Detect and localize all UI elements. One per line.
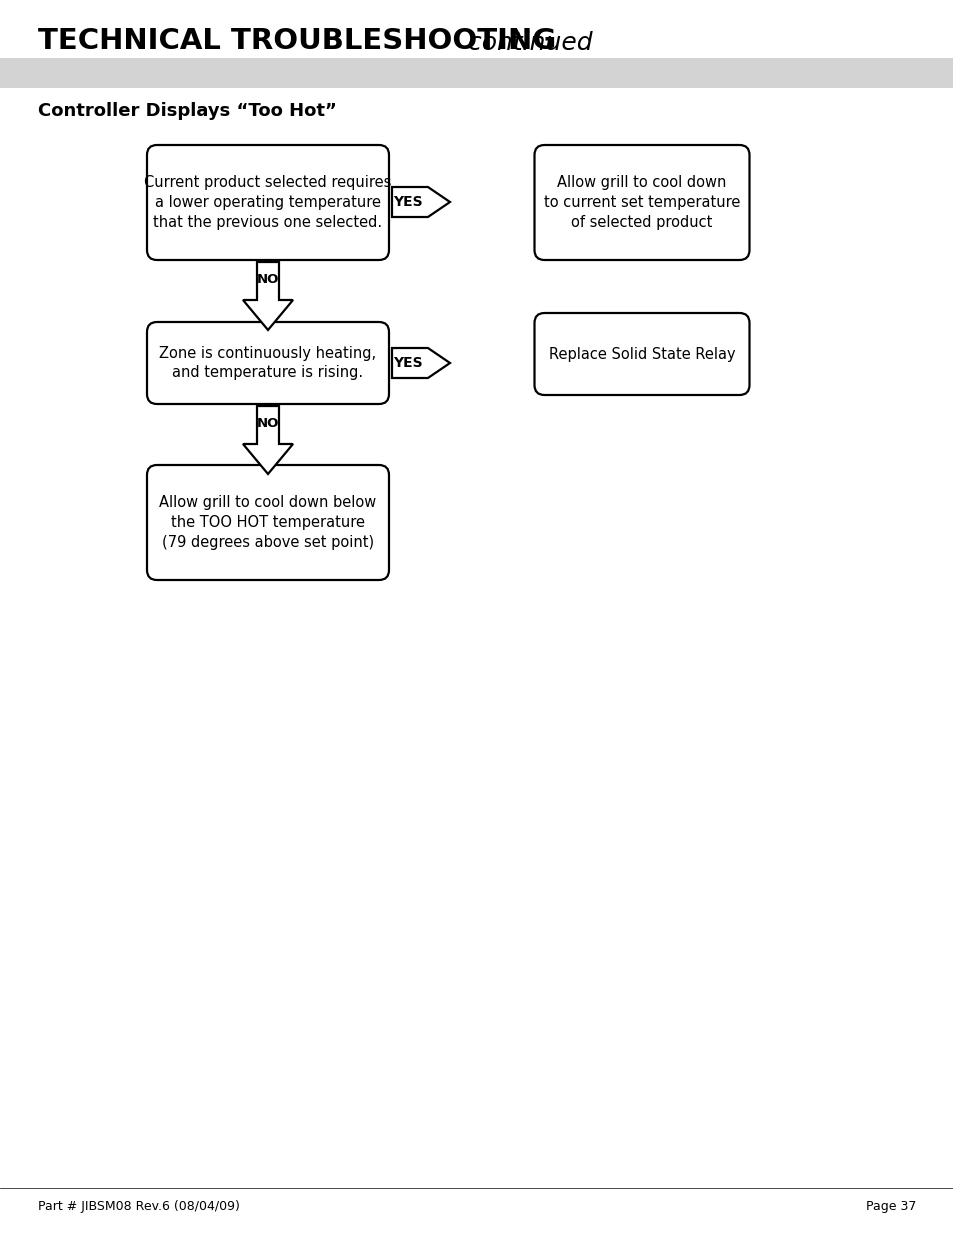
Text: YES: YES bbox=[393, 195, 422, 209]
Text: Replace Solid State Relay: Replace Solid State Relay bbox=[548, 347, 735, 362]
FancyBboxPatch shape bbox=[534, 312, 749, 395]
Polygon shape bbox=[243, 406, 293, 474]
Bar bbox=[0, 58, 953, 88]
Text: TECHNICAL TROUBLESHOOTING: TECHNICAL TROUBLESHOOTING bbox=[38, 27, 556, 56]
Text: YES: YES bbox=[393, 356, 422, 370]
Text: Page 37: Page 37 bbox=[864, 1200, 915, 1213]
Text: Allow grill to cool down
to current set temperature
of selected product: Allow grill to cool down to current set … bbox=[543, 175, 740, 230]
Text: Allow grill to cool down below
the TOO HOT temperature
(79 degrees above set poi: Allow grill to cool down below the TOO H… bbox=[159, 495, 376, 550]
Text: NO: NO bbox=[256, 416, 279, 430]
Text: Controller Displays “Too Hot”: Controller Displays “Too Hot” bbox=[38, 103, 336, 120]
Polygon shape bbox=[243, 262, 293, 330]
Text: Part # JIBSM08 Rev.6 (08/04/09): Part # JIBSM08 Rev.6 (08/04/09) bbox=[38, 1200, 239, 1213]
Text: NO: NO bbox=[256, 273, 279, 285]
Text: continued: continued bbox=[459, 31, 592, 56]
Text: Current product selected requires
a lower operating temperature
that the previou: Current product selected requires a lowe… bbox=[144, 175, 392, 230]
Polygon shape bbox=[392, 348, 450, 378]
FancyBboxPatch shape bbox=[534, 144, 749, 261]
FancyBboxPatch shape bbox=[147, 144, 389, 261]
FancyBboxPatch shape bbox=[147, 322, 389, 404]
Text: Zone is continuously heating,
and temperature is rising.: Zone is continuously heating, and temper… bbox=[159, 346, 376, 380]
FancyBboxPatch shape bbox=[147, 466, 389, 580]
Polygon shape bbox=[392, 186, 450, 217]
